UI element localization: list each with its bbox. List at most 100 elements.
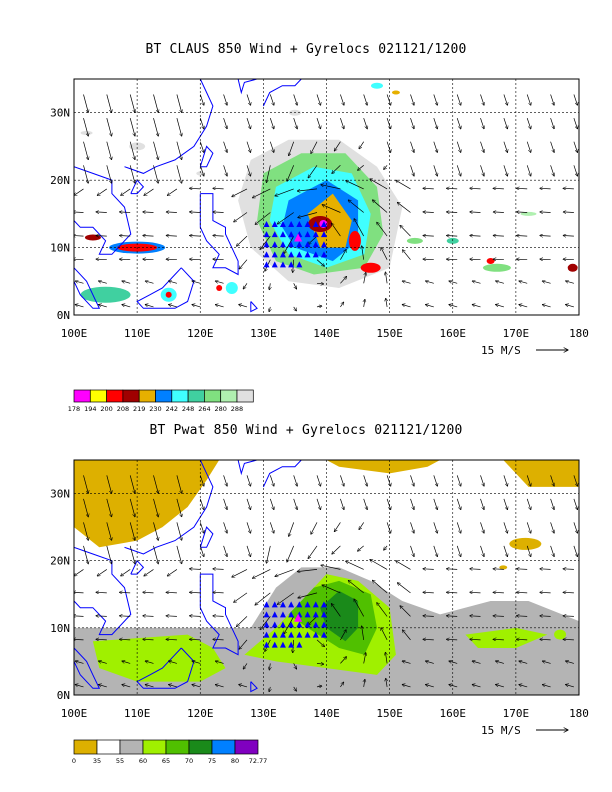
coastline bbox=[262, 460, 316, 488]
gyre-marker-icon bbox=[271, 611, 278, 618]
wind-vector-icon bbox=[199, 117, 204, 129]
wind-vector-icon bbox=[526, 522, 531, 533]
wind-vector-icon bbox=[293, 498, 298, 510]
wind-vector-icon bbox=[516, 639, 528, 640]
gyre-marker-icon bbox=[296, 631, 303, 638]
wind-vector-icon bbox=[167, 188, 178, 196]
wind-vector-icon bbox=[363, 653, 366, 664]
wind-vector-icon bbox=[423, 592, 434, 593]
colorbar-swatch bbox=[73, 739, 98, 755]
wind-vector-icon bbox=[215, 685, 224, 688]
wind-vector-icon bbox=[456, 141, 461, 153]
wind-vector-icon bbox=[176, 165, 182, 183]
wind-vector-icon bbox=[83, 141, 89, 160]
gyre-marker-icon bbox=[320, 220, 327, 227]
colorbar-label: 178 bbox=[68, 405, 80, 413]
wind-vector-icon bbox=[456, 475, 461, 486]
wind-vector-icon bbox=[496, 305, 504, 308]
pwat-region bbox=[503, 460, 579, 487]
wind-vector-icon bbox=[410, 498, 415, 510]
wind-vector-icon bbox=[289, 522, 295, 536]
pwat-region bbox=[124, 460, 207, 494]
gyre-marker-icon bbox=[304, 631, 311, 638]
colorbar-swatch bbox=[89, 389, 107, 403]
gyre-marker-icon bbox=[271, 241, 278, 248]
gyre-marker-icon bbox=[271, 601, 278, 608]
wind-vector-icon bbox=[144, 188, 154, 196]
wind-vector-icon bbox=[410, 165, 415, 176]
gyre-marker-icon bbox=[320, 241, 327, 248]
wind-vector-icon bbox=[386, 522, 391, 533]
wind-vector-icon bbox=[153, 94, 159, 113]
cloud-patch bbox=[406, 237, 423, 244]
wind-vector-icon bbox=[106, 498, 112, 517]
wind-vector-icon bbox=[243, 283, 248, 289]
wind-vector-icon bbox=[550, 545, 555, 557]
wind-vector-icon bbox=[402, 661, 411, 664]
wind-vector-icon bbox=[540, 592, 551, 593]
wind-vector-icon bbox=[334, 522, 341, 531]
colorbar-label: 288 bbox=[231, 405, 243, 413]
gyre-marker-icon bbox=[312, 611, 319, 618]
wind-vector-icon bbox=[75, 685, 84, 688]
wind-vector-icon bbox=[363, 498, 368, 510]
wind-vector-icon bbox=[370, 560, 388, 570]
wind-vector-icon bbox=[166, 592, 177, 593]
wind-vector-icon bbox=[526, 475, 531, 486]
gyre-marker-icon bbox=[279, 251, 286, 258]
wind-vector-icon bbox=[503, 141, 508, 153]
wind-vector-icon bbox=[190, 616, 201, 617]
wind-vector-icon bbox=[563, 236, 574, 237]
arrow-key-label: 15 M/S bbox=[481, 344, 521, 357]
wind-vector-icon bbox=[423, 212, 434, 213]
wind-vector-icon bbox=[516, 188, 528, 189]
gyre-marker-icon bbox=[263, 241, 270, 248]
coastline bbox=[237, 79, 258, 95]
wind-vector-icon bbox=[293, 94, 298, 106]
wind-vector-icon bbox=[269, 498, 274, 510]
wind-vector-icon bbox=[364, 299, 365, 307]
wind-vector-icon bbox=[106, 118, 112, 136]
gyre-marker-icon bbox=[320, 631, 327, 638]
wind-vector-icon bbox=[470, 188, 481, 189]
wind-vector-icon bbox=[446, 592, 458, 593]
coastline bbox=[136, 647, 195, 689]
colorbar-label: 230 bbox=[149, 405, 161, 413]
wind-vector-icon bbox=[246, 545, 251, 557]
wind-vector-icon bbox=[354, 219, 365, 237]
arrow-key: 15 M/S bbox=[481, 344, 568, 357]
wind-vector-icon bbox=[97, 188, 107, 196]
wind-vector-icon bbox=[176, 94, 182, 113]
wind-vector-icon bbox=[153, 545, 159, 564]
wind-vector-icon bbox=[190, 188, 201, 189]
wind-vector-icon bbox=[266, 545, 271, 563]
wind-vector-icon bbox=[446, 236, 458, 237]
wind-vector-icon bbox=[446, 616, 458, 617]
wind-vector-icon bbox=[563, 616, 574, 617]
wind-vector-icon bbox=[239, 639, 248, 649]
wind-vector-icon bbox=[573, 165, 578, 176]
wind-vector-icon bbox=[145, 281, 154, 284]
wind-vector-icon bbox=[269, 475, 274, 486]
wind-vector-icon bbox=[106, 545, 112, 564]
pwat-region bbox=[554, 629, 567, 640]
gyre-center-marker-icon bbox=[294, 613, 303, 622]
gyre-marker-icon bbox=[296, 621, 303, 628]
wind-vector-icon bbox=[449, 305, 458, 308]
wind-vector-icon bbox=[386, 94, 391, 106]
pwat-region bbox=[320, 590, 359, 642]
cloud-patch bbox=[391, 90, 400, 95]
wind-vector-icon bbox=[83, 545, 89, 564]
wind-vector-icon bbox=[363, 475, 368, 486]
wind-vector-icon bbox=[199, 141, 204, 153]
wind-vector-icon bbox=[153, 118, 159, 136]
wind-vector-icon bbox=[129, 498, 135, 517]
wind-vector-icon bbox=[340, 94, 344, 106]
wind-vector-icon bbox=[400, 225, 411, 237]
wind-vector-icon bbox=[385, 652, 387, 664]
gyre-marker-icon bbox=[279, 241, 286, 248]
wind-vector-icon bbox=[348, 580, 364, 594]
claus-cloud-field bbox=[80, 82, 578, 303]
wind-vector-icon bbox=[446, 569, 458, 570]
x-tick-label: 100E bbox=[61, 327, 88, 340]
